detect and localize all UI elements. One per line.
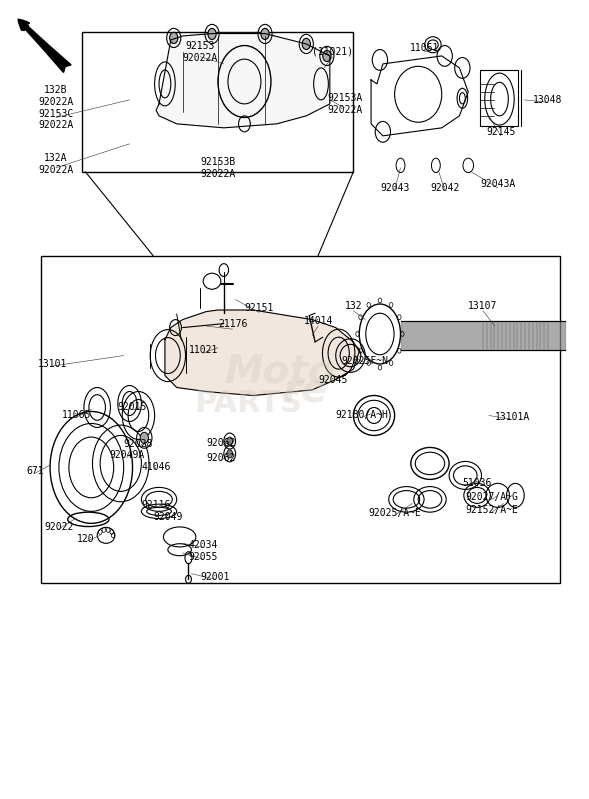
Text: 13048: 13048 — [533, 95, 562, 105]
Text: 671: 671 — [27, 467, 44, 476]
Text: 13101: 13101 — [38, 359, 68, 368]
Text: re: re — [283, 372, 328, 411]
Circle shape — [261, 28, 269, 39]
Circle shape — [323, 50, 331, 62]
Text: 92180/A~H: 92180/A~H — [336, 410, 389, 419]
Text: 92028: 92028 — [124, 439, 153, 449]
Text: 92015: 92015 — [118, 403, 147, 412]
Text: 11065: 11065 — [62, 410, 91, 419]
Text: 92151: 92151 — [244, 303, 274, 312]
Text: 92045: 92045 — [318, 375, 348, 384]
Polygon shape — [165, 310, 359, 396]
Text: 42034: 42034 — [188, 540, 218, 550]
Circle shape — [140, 432, 148, 443]
Text: 41046: 41046 — [141, 463, 171, 472]
Text: 132B
92022A
92153C
92022A: 132B 92022A 92153C 92022A — [38, 85, 74, 130]
Text: (11021): (11021) — [312, 47, 353, 57]
Text: 11021: 11021 — [188, 345, 218, 355]
Bar — [480, 70, 518, 126]
Text: 92001: 92001 — [200, 572, 230, 582]
Text: 92116: 92116 — [141, 500, 171, 510]
Text: 92022: 92022 — [44, 523, 74, 532]
Text: 120: 120 — [77, 535, 94, 544]
Text: 92062: 92062 — [206, 439, 236, 448]
Circle shape — [227, 450, 233, 458]
Text: 51036: 51036 — [462, 479, 492, 488]
Text: 92145: 92145 — [486, 127, 515, 137]
Text: 92049: 92049 — [153, 512, 183, 522]
Text: 21176: 21176 — [218, 320, 247, 329]
Text: 92152/A~E: 92152/A~E — [465, 505, 518, 515]
Text: 92027/A~G: 92027/A~G — [465, 492, 518, 502]
Circle shape — [227, 437, 233, 445]
Text: PARTS: PARTS — [194, 389, 302, 418]
Text: Moto: Moto — [224, 352, 335, 391]
Text: 92025/A~E: 92025/A~E — [368, 508, 421, 518]
Text: 92153
92022A: 92153 92022A — [183, 41, 218, 63]
Circle shape — [302, 38, 310, 50]
Text: 92153B
92022A: 92153B 92022A — [200, 157, 236, 179]
Text: 11061: 11061 — [409, 43, 439, 53]
Text: 92042: 92042 — [430, 183, 459, 193]
Circle shape — [208, 28, 216, 39]
Text: 92043A: 92043A — [480, 179, 515, 189]
Bar — [82, 32, 353, 172]
Text: 92055: 92055 — [188, 552, 218, 562]
Bar — [41, 256, 560, 583]
Text: 132A
92022A: 132A 92022A — [38, 153, 74, 175]
Polygon shape — [156, 34, 330, 128]
Text: 92049A: 92049A — [109, 451, 144, 460]
Text: 92043: 92043 — [380, 183, 409, 193]
Text: 14014: 14014 — [303, 316, 333, 326]
Text: 132: 132 — [345, 301, 362, 311]
Text: 13107: 13107 — [468, 301, 498, 311]
Circle shape — [170, 32, 178, 43]
Text: 92062: 92062 — [206, 453, 236, 463]
Text: 13101A: 13101A — [495, 412, 530, 422]
Text: 92025F~N: 92025F~N — [342, 356, 389, 366]
Text: 92153A
92022A: 92153A 92022A — [327, 93, 362, 115]
